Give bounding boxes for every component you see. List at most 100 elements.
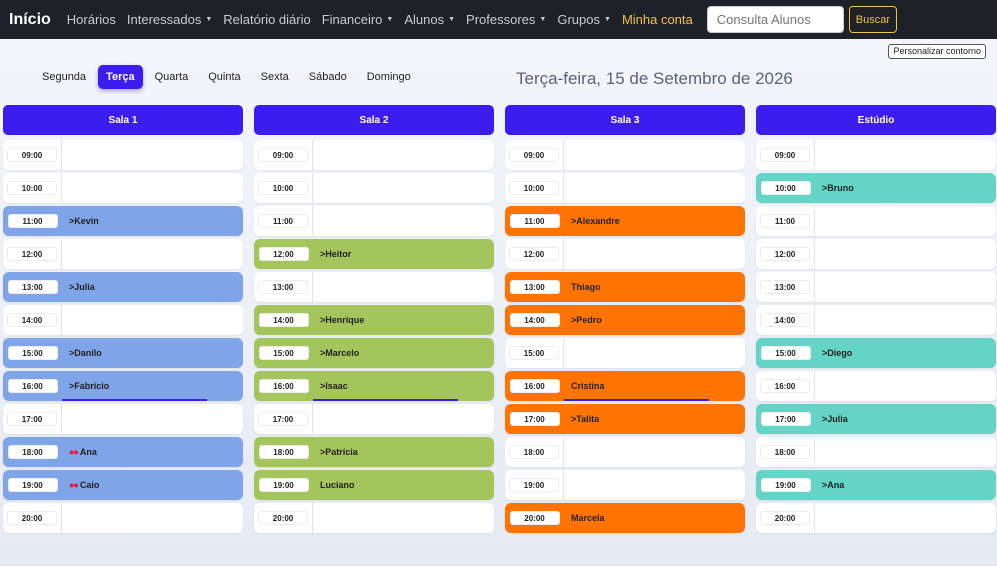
time-slot[interactable]: 19:00 <box>505 470 745 500</box>
time-slot[interactable]: 20:00 <box>756 503 996 533</box>
nav-link-relatório-diário[interactable]: Relatório diário <box>223 12 310 27</box>
tab-quarta[interactable]: Quarta <box>154 71 189 83</box>
time-slot[interactable]: 15:00 <box>505 338 745 368</box>
time-slot[interactable]: 11:00 <box>254 206 494 236</box>
time-label: 19:00 <box>760 478 811 492</box>
day-tabs: Segunda Terça Quarta Quinta Sexta Sábado Domin… <box>34 65 419 89</box>
student-name-text: Cristina <box>571 381 605 391</box>
time-slot[interactable]: 13:00 Thiago <box>505 272 745 302</box>
time-slot[interactable]: 11:00 > Alexandre <box>505 206 745 236</box>
room-column: Sala 1 09:00 10:00 11:00 > Kevin 12:00 13:00 > Ju… <box>3 105 243 536</box>
time-label: 12:00 <box>7 247 57 261</box>
time-slot[interactable]: 15:00 > Marcelo <box>254 338 494 368</box>
time-slot[interactable]: 12:00 > Heitor <box>254 239 494 269</box>
time-slot[interactable]: 09:00 <box>505 140 745 170</box>
time-slot[interactable]: 16:00 Cristina <box>505 371 745 401</box>
nav-links: Horários Interessados ▼ Relatório diário Fin… <box>67 12 704 27</box>
time-slot[interactable]: 12:00 <box>3 239 243 269</box>
time-label: 16:00 <box>509 379 560 393</box>
time-label: 20:00 <box>509 511 560 525</box>
nav-link-minha-conta[interactable]: Minha conta <box>622 12 693 27</box>
time-slot[interactable]: 15:00 > Diego <box>756 338 996 368</box>
nav-link-alunos[interactable]: Alunos ▼ <box>404 12 455 27</box>
tab-sábado[interactable]: Sábado <box>308 71 347 83</box>
time-wrap: 17:00 <box>505 404 564 434</box>
time-slot[interactable]: 15:00 > Danilo <box>3 338 243 368</box>
time-slot[interactable]: 19:00 Luciano <box>254 470 494 500</box>
time-label: 18:00 <box>7 445 58 459</box>
time-wrap: 18:00 <box>254 437 313 467</box>
time-slot[interactable]: 09:00 <box>254 140 494 170</box>
time-slot[interactable]: 13:00 <box>756 272 996 302</box>
time-slot[interactable]: 18:00 <box>756 437 996 467</box>
time-slot[interactable]: 10:00 > Bruno <box>756 173 996 203</box>
customize-outline-button[interactable]: Personalizar contorno <box>888 44 986 59</box>
tab-sexta[interactable]: Sexta <box>260 71 289 83</box>
time-wrap: 16:00 <box>505 371 564 401</box>
time-label: 09:00 <box>258 148 308 162</box>
time-label: 16:00 <box>760 379 810 393</box>
time-label: 11:00 <box>760 214 810 228</box>
time-slot[interactable]: 09:00 <box>3 140 243 170</box>
time-slot[interactable]: 19:00 ●● Caio <box>3 470 243 500</box>
footer-strip <box>0 565 997 571</box>
nav-link-interessados[interactable]: Interessados ▼ <box>127 12 212 27</box>
time-slot[interactable]: 13:00 <box>254 272 494 302</box>
time-wrap: 20:00 <box>3 503 62 533</box>
time-slot[interactable]: 20:00 <box>3 503 243 533</box>
tab-domingo[interactable]: Domingo <box>366 71 411 83</box>
time-slot[interactable]: 11:00 > Kevin <box>3 206 243 236</box>
time-slot[interactable]: 17:00 > Julia <box>756 404 996 434</box>
time-wrap: 10:00 <box>3 173 62 203</box>
name-prefix: > <box>571 216 577 226</box>
time-label: 14:00 <box>7 313 57 327</box>
time-slot[interactable]: 17:00 <box>3 404 243 434</box>
room-header: Sala 3 <box>505 105 745 135</box>
tab-segunda[interactable]: Segunda <box>42 71 87 83</box>
time-slot[interactable]: 13:00 > Julia <box>3 272 243 302</box>
time-slot[interactable]: 14:00 <box>756 305 996 335</box>
time-wrap: 15:00 <box>3 338 62 368</box>
student-name-text: Diego <box>827 348 853 358</box>
nav-link-financeiro[interactable]: Financeiro ▼ <box>322 12 394 27</box>
nav-link-label: Professores <box>466 12 536 27</box>
tab-terça[interactable]: Terça <box>98 65 143 89</box>
time-slot[interactable]: 14:00 > Pedro <box>505 305 745 335</box>
time-slot[interactable]: 16:00 > Isaac <box>254 371 494 401</box>
time-slot[interactable]: 12:00 <box>505 239 745 269</box>
time-slot[interactable]: 20:00 <box>254 503 494 533</box>
time-slot[interactable]: 12:00 <box>756 239 996 269</box>
search-button[interactable]: Buscar <box>848 6 898 33</box>
student-name: ●● Ana <box>69 447 97 457</box>
time-slot[interactable]: 09:00 <box>756 140 996 170</box>
student-name-text: Ana <box>79 447 97 457</box>
student-name: > Talita <box>571 414 599 424</box>
tab-quinta[interactable]: Quinta <box>208 71 241 83</box>
time-slot[interactable]: 14:00 > Henrique <box>254 305 494 335</box>
time-slot[interactable]: 18:00 ●● Ana <box>3 437 243 467</box>
time-slot[interactable]: 16:00 <box>756 371 996 401</box>
time-slot[interactable]: 10:00 <box>254 173 494 203</box>
time-slot[interactable]: 20:00 Marcela <box>505 503 745 533</box>
time-slot[interactable]: 19:00 > Ana <box>756 470 996 500</box>
nav-link-grupos[interactable]: Grupos ▼ <box>557 12 611 27</box>
time-label: 19:00 <box>258 478 309 492</box>
time-slot[interactable]: 14:00 <box>3 305 243 335</box>
time-slot[interactable]: 16:00 > Fabrício <box>3 371 243 401</box>
time-slot[interactable]: 17:00 <box>254 404 494 434</box>
time-label: 10:00 <box>7 181 57 195</box>
time-wrap: 12:00 <box>254 239 313 269</box>
nav-link-professores[interactable]: Professores ▼ <box>466 12 546 27</box>
search-input[interactable] <box>706 6 844 33</box>
brand-link[interactable]: Início <box>9 10 51 28</box>
time-slot[interactable]: 18:00 > Patrícia <box>254 437 494 467</box>
time-slot[interactable]: 18:00 <box>505 437 745 467</box>
time-slot[interactable]: 11:00 <box>756 206 996 236</box>
time-wrap: 18:00 <box>505 437 564 467</box>
time-slot[interactable]: 10:00 <box>505 173 745 203</box>
time-wrap: 11:00 <box>254 206 313 236</box>
time-slot[interactable]: 10:00 <box>3 173 243 203</box>
time-slot[interactable]: 17:00 > Talita <box>505 404 745 434</box>
nav-link-label: Alunos <box>404 12 445 27</box>
nav-link-horários[interactable]: Horários <box>67 12 116 27</box>
